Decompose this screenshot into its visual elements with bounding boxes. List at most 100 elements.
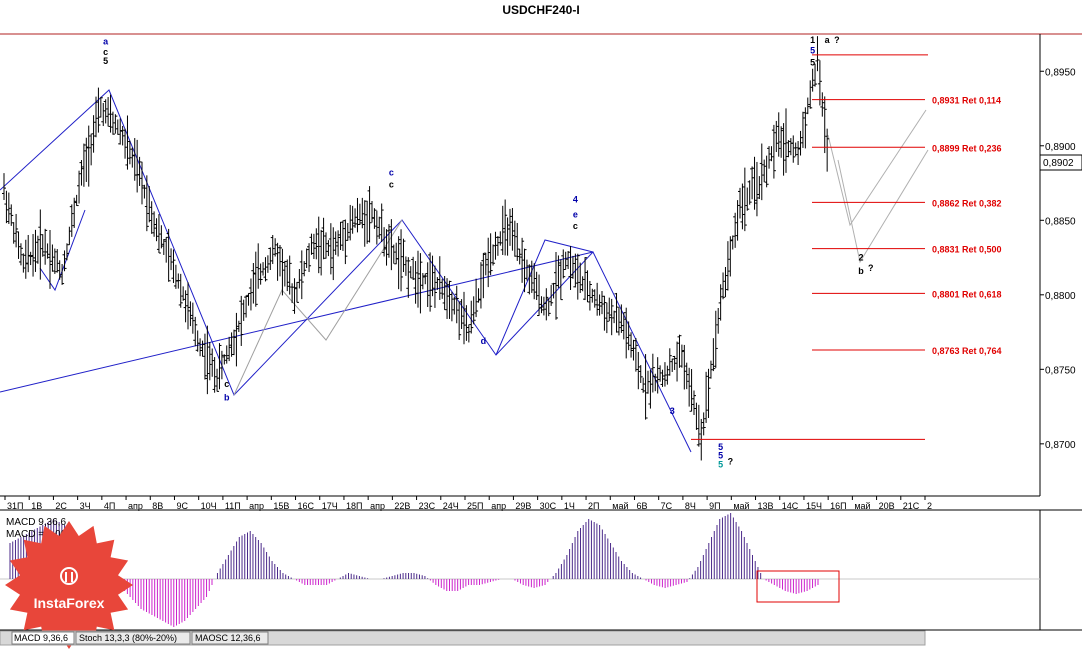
time-axis: 31П 1В 2С 3Ч 4П апр 8В 9С 10Ч 11П апр 15В 16С 17Ч 18П а…	[4, 496, 932, 511]
wave-label: b	[224, 393, 230, 403]
wave-label: 3	[670, 406, 675, 416]
time-tick-label: 13В	[758, 501, 774, 511]
wave-label: c	[573, 221, 578, 231]
time-tick-label: 17Ч	[322, 501, 338, 511]
fib-retracement-levels: 0,8931 Ret 0,114 0,8899 Ret 0,236 0,8862 R…	[691, 54, 1002, 440]
current-price-label: 0,8902	[1043, 158, 1074, 169]
time-tick-label: 3Ч	[80, 501, 91, 511]
time-tick-label: 6В	[636, 501, 647, 511]
wave-label: 5	[718, 451, 723, 461]
time-tick-label: 8Ч	[685, 501, 696, 511]
macd-label-2: MACD = 0,00	[6, 529, 67, 540]
wave-label: c	[224, 379, 229, 389]
time-tick-label: 21С	[903, 501, 920, 511]
time-tick-label: 9П	[709, 501, 720, 511]
fib-level-label: 0,8931 Ret 0,114	[932, 96, 1001, 106]
tab-macd-label: MACD 9,36,6	[14, 633, 68, 643]
fib-level-label: 0,8831 Ret 0,500	[932, 245, 1002, 255]
tab-maosc-label: MAOSC 12,36,6	[195, 633, 261, 643]
wave-label: 5	[103, 56, 108, 66]
time-tick-label: 1Ч	[564, 501, 575, 511]
macd-highlight-box	[756, 570, 840, 603]
time-tick-label: 15В	[273, 501, 289, 511]
fib-level-label: 0,8763 Ret 0,764	[932, 346, 1002, 356]
wave-label: ?	[728, 457, 734, 467]
current-price-marker: 0,8902	[1039, 154, 1082, 171]
wave-label: ?	[834, 35, 840, 45]
macd-histogram	[9, 513, 819, 627]
wave-lines	[0, 89, 929, 453]
time-tick-label: 25П	[467, 501, 483, 511]
time-tick-label: 11П	[225, 501, 241, 511]
time-tick-label: 15Ч	[806, 501, 822, 511]
time-tick-label: апр	[128, 501, 143, 511]
wave-label: 4	[573, 194, 578, 204]
time-tick-label: май	[733, 501, 749, 511]
time-tick-label: 4П	[104, 501, 115, 511]
wave-label: e	[573, 209, 578, 219]
logo-text: InstaForex	[34, 595, 105, 611]
tab-stoch[interactable]	[75, 631, 191, 645]
tab-maosc[interactable]	[191, 631, 269, 645]
wave-label: a	[825, 35, 831, 45]
time-tick-label: апр	[370, 501, 385, 511]
wave-label: a	[103, 36, 109, 46]
time-tick-label: 1В	[31, 501, 42, 511]
fib-level-label: 0,8801 Ret 0,618	[932, 289, 1002, 299]
price-tick-label: 0,8950	[1045, 67, 1076, 78]
macd-panel	[0, 509, 1082, 631]
wave-label: 2	[859, 253, 864, 263]
time-tick-label: 24Ч	[443, 501, 459, 511]
tab-stoch-label: Stoch 13,3,3 (80%-20%)	[79, 633, 177, 643]
time-tick-label: 20В	[879, 501, 895, 511]
time-tick-label: 10Ч	[201, 501, 217, 511]
wave-label: ?	[868, 263, 874, 273]
time-tick-label: май	[612, 501, 628, 511]
time-tick-label: апр	[249, 501, 264, 511]
time-tick-label: 23С	[419, 501, 436, 511]
time-tick-label: 22В	[394, 501, 410, 511]
time-tick-label: 2П	[588, 501, 599, 511]
fib-level-label: 0,8862 Ret 0,382	[932, 198, 1002, 208]
time-tick-label: 8В	[152, 501, 163, 511]
time-tick-label: 16С	[298, 501, 315, 511]
wave-label: c	[389, 168, 394, 178]
wave-label: 1	[810, 35, 815, 45]
time-tick-label: 29В	[515, 501, 531, 511]
indicator-tabs: MACD 9,36,6 Stoch 13,3,3 (80%-20%) MAOSC…	[0, 630, 926, 646]
time-tick-label: 7С	[661, 501, 673, 511]
wave-label: c	[389, 180, 394, 190]
wave-label: 5	[718, 460, 723, 470]
wave-label: 5	[810, 45, 815, 55]
wave-label: 5	[810, 57, 815, 67]
price-axis: 0,8950 0,8900 0,8850 0,8800 0,8750 0,8700	[1040, 67, 1076, 451]
wave-label: d	[481, 336, 487, 346]
fib-level-label: 0,8899 Ret 0,236	[932, 143, 1002, 153]
time-tick-label: 16П	[830, 501, 846, 511]
price-tick-label: 0,8800	[1045, 291, 1076, 302]
time-tick-label: 18П	[346, 501, 362, 511]
price-bars	[2, 36, 830, 461]
time-tick-label: 14С	[782, 501, 799, 511]
time-tick-label: май	[854, 501, 870, 511]
time-tick-label: 2	[927, 501, 932, 511]
time-tick-label: 31П	[7, 501, 23, 511]
price-tick-label: 0,8750	[1045, 365, 1076, 376]
price-tick-label: 0,8700	[1045, 440, 1076, 451]
macd-label-1: MACD 9,36,6	[6, 517, 66, 528]
main-panel	[0, 33, 1082, 497]
time-tick-label: 2С	[55, 501, 67, 511]
wave-label: b	[858, 266, 864, 276]
price-tick-label: 0,8850	[1045, 216, 1076, 227]
instaforex-logo: InstaForex	[5, 521, 133, 649]
wave-label: c	[103, 47, 108, 57]
price-tick-label: 0,8900	[1045, 142, 1076, 153]
time-tick-label: апр	[491, 501, 506, 511]
tab-macd[interactable]	[11, 631, 75, 645]
chart-title: USDCHF240-I	[502, 3, 579, 17]
wave-label: 5	[718, 442, 723, 452]
time-tick-label: 30С	[540, 501, 557, 511]
time-tick-label: 9С	[176, 501, 188, 511]
